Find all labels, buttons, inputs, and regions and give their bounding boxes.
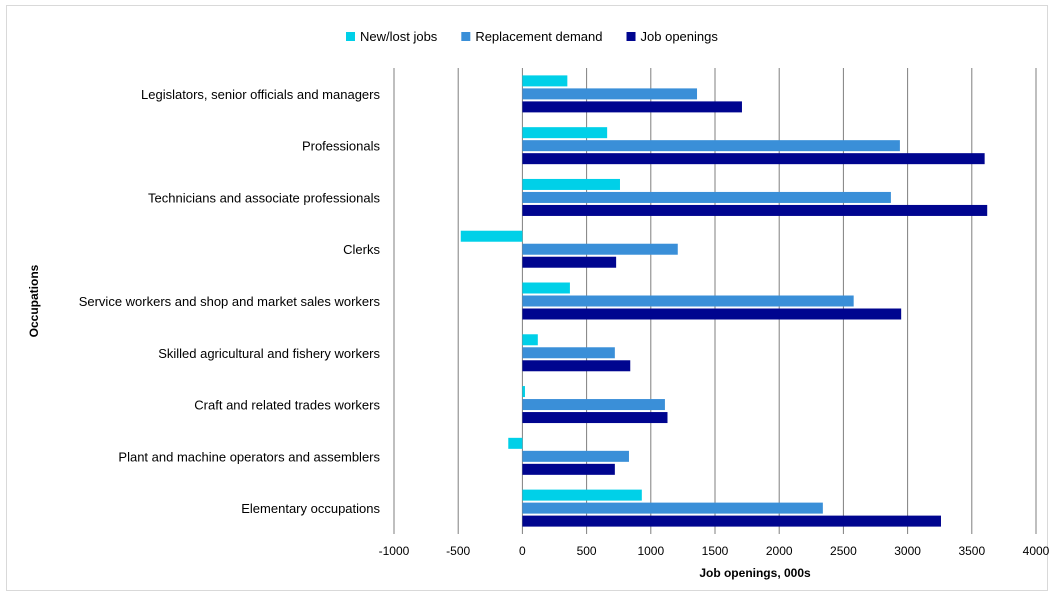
x-tick-label: -1000 xyxy=(379,544,410,558)
legend-label: New/lost jobs xyxy=(360,29,438,44)
x-tick-label: -500 xyxy=(446,544,470,558)
grid-lines xyxy=(393,68,1037,534)
bar-0-6 xyxy=(522,386,525,398)
category-label: Craft and related trades workers xyxy=(194,398,380,413)
x-tick-label: 0 xyxy=(519,544,526,558)
x-tick-labels: -1000 -500 0 500 1000 1500 2000 2500 3000 3500 400… xyxy=(379,544,1050,558)
category-label: Elementary occupations xyxy=(241,501,380,516)
legend-swatch xyxy=(626,32,636,41)
category-label: Clerks xyxy=(343,242,380,257)
bar-0-4 xyxy=(522,282,570,294)
bar-2-0 xyxy=(522,101,742,113)
legend: New/lost jobs Replacement demand Job openi… xyxy=(346,29,718,44)
bar-1-1 xyxy=(522,140,900,152)
bar-0-1 xyxy=(522,127,608,139)
bar-1-0 xyxy=(522,88,698,100)
legend-label: Replacement demand xyxy=(475,29,602,44)
category-label: Skilled agricultural and fishery workers xyxy=(158,346,380,361)
bar-0-8 xyxy=(522,489,642,501)
bar-2-8 xyxy=(522,515,941,527)
x-axis-title: Job openings, 000s xyxy=(699,566,811,580)
category-label: Legislators, senior officials and manage… xyxy=(141,87,380,102)
bar-1-7 xyxy=(522,450,629,462)
bar-1-8 xyxy=(522,502,823,514)
bar-0-5 xyxy=(522,334,538,346)
bar-0-0 xyxy=(522,75,568,87)
x-tick-label: 1000 xyxy=(637,544,664,558)
category-labels: Legislators, senior officials and manage… xyxy=(79,87,381,516)
bar-0-3 xyxy=(460,230,523,242)
bar-1-6 xyxy=(522,399,665,411)
bar-2-7 xyxy=(522,463,615,475)
x-tick-label: 4000 xyxy=(1023,544,1050,558)
category-label: Professionals xyxy=(302,139,381,154)
bar-2-3 xyxy=(522,256,617,268)
bar-1-2 xyxy=(522,191,891,203)
bar-1-4 xyxy=(522,295,854,307)
x-tick-label: 3000 xyxy=(894,544,921,558)
category-label: Plant and machine operators and assemble… xyxy=(118,449,380,464)
x-tick-label: 500 xyxy=(577,544,597,558)
category-label: Technicians and associate professionals xyxy=(148,190,380,205)
bars-group xyxy=(460,75,988,527)
bar-0-2 xyxy=(522,178,620,190)
x-tick-label: 2000 xyxy=(766,544,793,558)
bar-1-5 xyxy=(522,347,615,359)
bar-0-7 xyxy=(508,437,523,449)
bar-2-6 xyxy=(522,412,668,424)
x-tick-label: 2500 xyxy=(830,544,857,558)
bar-1-3 xyxy=(522,243,678,255)
x-tick-label: 1500 xyxy=(702,544,729,558)
legend-label: Job openings xyxy=(641,29,719,44)
bar-2-1 xyxy=(522,153,985,165)
bar-2-4 xyxy=(522,308,902,320)
category-label: Service workers and shop and market sale… xyxy=(79,294,381,309)
legend-swatch xyxy=(346,32,355,41)
bar-2-5 xyxy=(522,360,631,372)
legend-swatch xyxy=(461,32,471,41)
y-axis-title: Occupations xyxy=(27,264,41,337)
x-tick-label: 3500 xyxy=(958,544,985,558)
bar-2-2 xyxy=(522,204,988,216)
